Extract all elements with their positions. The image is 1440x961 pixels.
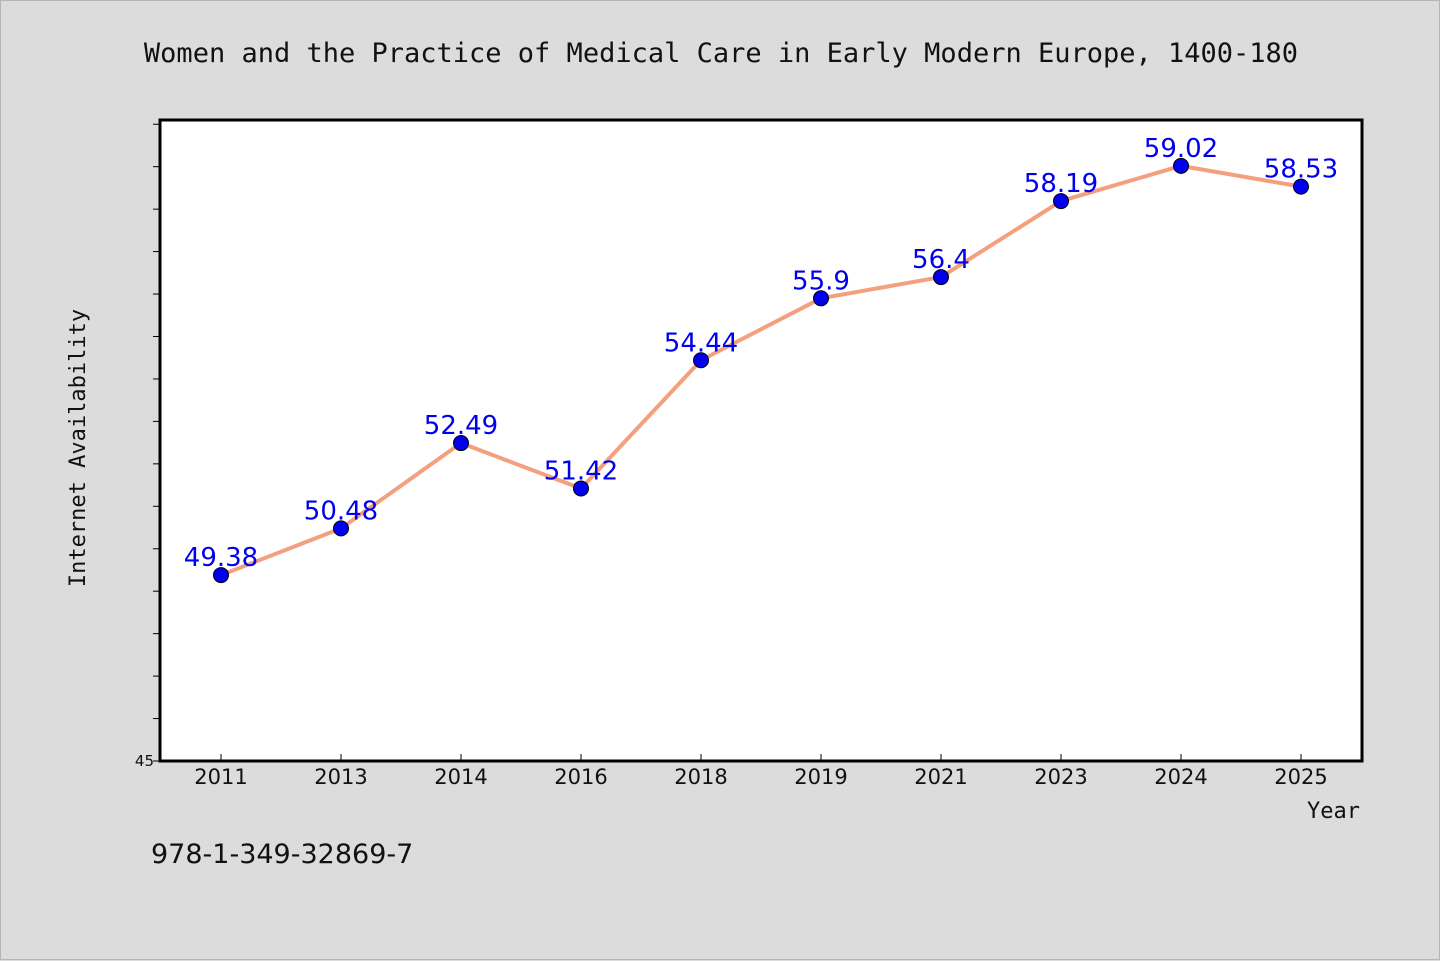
data-label: 52.49 — [424, 411, 498, 441]
x-tick-label: 2019 — [794, 765, 847, 789]
data-point — [1053, 193, 1069, 210]
y-axis-ticks: 45 — [135, 123, 160, 770]
data-point — [1293, 178, 1309, 195]
x-tick-label: 2018 — [674, 765, 727, 789]
data-point — [933, 269, 949, 286]
data-label: 54.44 — [664, 328, 738, 358]
data-point — [213, 567, 229, 584]
chart-title: Women and the Practice of Medical Care i… — [144, 38, 1298, 69]
data-label: 49.38 — [184, 543, 258, 573]
data-point — [1173, 157, 1189, 174]
y-tick-label: 45 — [135, 752, 154, 770]
x-tick-label: 2024 — [1154, 765, 1207, 789]
data-label: 55.9 — [792, 266, 850, 296]
data-label: 58.53 — [1264, 155, 1338, 185]
series-group: 49.38 50.48 52.49 51.42 54.44 55.9 56.4 58.19 59… — [184, 134, 1338, 584]
x-axis-label: Year — [1307, 799, 1360, 824]
series-line — [220, 163, 1302, 577]
data-point — [813, 290, 829, 307]
x-tick-label: 2023 — [1034, 765, 1087, 789]
x-tick-label: 2021 — [914, 765, 967, 789]
data-label: 56.4 — [912, 245, 970, 275]
x-tick-label: 2025 — [1274, 765, 1327, 789]
data-label: 59.02 — [1144, 134, 1218, 164]
data-point — [573, 480, 589, 497]
data-point — [693, 352, 709, 369]
data-label: 51.42 — [544, 456, 618, 486]
x-axis-ticks: 2011 2013 2014 2016 2018 2019 2021 2023 2024 2025 — [194, 754, 1328, 789]
data-label: 58.19 — [1024, 169, 1098, 199]
x-tick-label: 2013 — [314, 765, 367, 789]
x-tick-label: 2014 — [434, 765, 487, 789]
data-point — [333, 520, 349, 537]
x-tick-label: 2016 — [554, 765, 607, 789]
x-tick-label: 2011 — [194, 765, 247, 789]
isbn-text: 978-1-349-32869-7 — [151, 839, 413, 870]
data-label: 50.48 — [304, 496, 378, 526]
y-axis-label: Internet Availability — [66, 309, 91, 587]
data-point — [453, 435, 469, 452]
plot-area — [158, 118, 1364, 763]
